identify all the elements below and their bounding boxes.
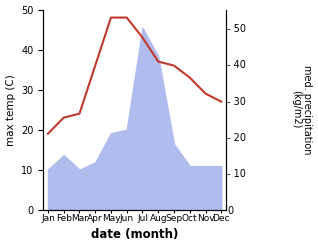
Y-axis label: max temp (C): max temp (C) [5,74,16,145]
Y-axis label: med. precipitation
(kg/m2): med. precipitation (kg/m2) [291,65,313,154]
X-axis label: date (month): date (month) [91,228,178,242]
